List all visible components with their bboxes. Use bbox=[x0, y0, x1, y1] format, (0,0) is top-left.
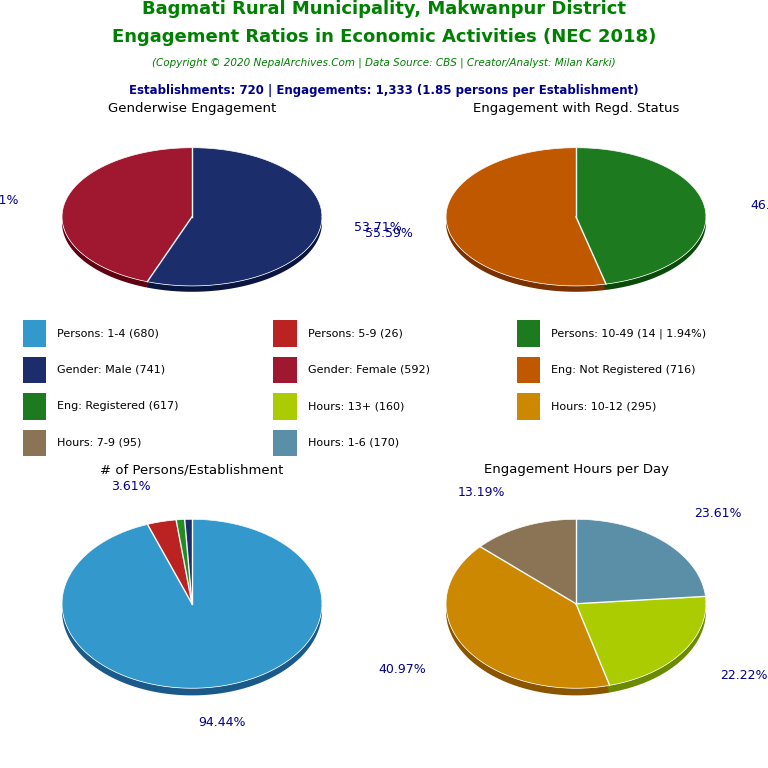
Polygon shape bbox=[62, 604, 322, 695]
Text: Eng: Registered (617): Eng: Registered (617) bbox=[58, 402, 179, 412]
Text: 44.41%: 44.41% bbox=[0, 194, 19, 207]
Polygon shape bbox=[62, 217, 147, 287]
Text: Persons: 5-9 (26): Persons: 5-9 (26) bbox=[308, 329, 403, 339]
Text: (Copyright © 2020 NepalArchives.Com | Data Source: CBS | Creator/Analyst: Milan : (Copyright © 2020 NepalArchives.Com | Da… bbox=[152, 58, 616, 68]
Text: 22.22%: 22.22% bbox=[720, 669, 767, 682]
Text: 55.59%: 55.59% bbox=[365, 227, 412, 240]
Polygon shape bbox=[610, 604, 706, 693]
Text: Gender: Female (592): Gender: Female (592) bbox=[308, 365, 430, 375]
Text: Hours: 1-6 (170): Hours: 1-6 (170) bbox=[308, 438, 399, 448]
Polygon shape bbox=[576, 217, 606, 290]
Text: 53.71%: 53.71% bbox=[354, 221, 402, 234]
Polygon shape bbox=[147, 520, 192, 604]
FancyBboxPatch shape bbox=[23, 393, 46, 419]
Polygon shape bbox=[576, 604, 610, 693]
Polygon shape bbox=[184, 519, 192, 604]
Polygon shape bbox=[446, 604, 610, 695]
Polygon shape bbox=[446, 217, 606, 292]
Polygon shape bbox=[446, 147, 606, 286]
Text: 94.44%: 94.44% bbox=[199, 716, 247, 729]
Polygon shape bbox=[62, 519, 322, 688]
Text: 3.61%: 3.61% bbox=[111, 480, 151, 493]
Text: # of Persons/Establishment: # of Persons/Establishment bbox=[101, 463, 283, 476]
Polygon shape bbox=[480, 519, 576, 604]
FancyBboxPatch shape bbox=[517, 320, 541, 346]
FancyBboxPatch shape bbox=[273, 393, 297, 419]
Text: Hours: 13+ (160): Hours: 13+ (160) bbox=[308, 402, 405, 412]
Polygon shape bbox=[176, 519, 192, 604]
Text: Persons: 10-49 (14 | 1.94%): Persons: 10-49 (14 | 1.94%) bbox=[551, 328, 707, 339]
Text: Hours: 10-12 (295): Hours: 10-12 (295) bbox=[551, 402, 657, 412]
Text: Bagmati Rural Municipality, Makwanpur District: Bagmati Rural Municipality, Makwanpur Di… bbox=[142, 0, 626, 18]
Polygon shape bbox=[576, 147, 706, 284]
Text: 40.97%: 40.97% bbox=[378, 663, 426, 676]
Text: 46.29%: 46.29% bbox=[750, 200, 768, 213]
Polygon shape bbox=[147, 217, 322, 292]
Text: Establishments: 720 | Engagements: 1,333 (1.85 persons per Establishment): Establishments: 720 | Engagements: 1,333… bbox=[129, 84, 639, 97]
FancyBboxPatch shape bbox=[23, 357, 46, 383]
FancyBboxPatch shape bbox=[23, 320, 46, 346]
Text: Engagement Hours per Day: Engagement Hours per Day bbox=[484, 463, 668, 476]
FancyBboxPatch shape bbox=[273, 357, 297, 383]
Polygon shape bbox=[147, 147, 322, 286]
FancyBboxPatch shape bbox=[273, 430, 297, 456]
Text: 13.19%: 13.19% bbox=[458, 486, 505, 499]
Text: Hours: 7-9 (95): Hours: 7-9 (95) bbox=[58, 438, 142, 448]
Polygon shape bbox=[62, 147, 192, 282]
Text: Persons: 1-4 (680): Persons: 1-4 (680) bbox=[58, 329, 159, 339]
Polygon shape bbox=[147, 217, 192, 287]
FancyBboxPatch shape bbox=[273, 320, 297, 346]
Text: Eng: Not Registered (716): Eng: Not Registered (716) bbox=[551, 365, 696, 375]
FancyBboxPatch shape bbox=[23, 430, 46, 456]
Text: Engagement Ratios in Economic Activities (NEC 2018): Engagement Ratios in Economic Activities… bbox=[112, 28, 656, 46]
Polygon shape bbox=[606, 217, 706, 290]
Polygon shape bbox=[576, 604, 610, 693]
Text: Genderwise Engagement: Genderwise Engagement bbox=[108, 102, 276, 115]
Text: Engagement with Regd. Status: Engagement with Regd. Status bbox=[473, 102, 679, 115]
Text: 23.61%: 23.61% bbox=[694, 507, 742, 520]
Polygon shape bbox=[147, 217, 192, 287]
FancyBboxPatch shape bbox=[517, 393, 541, 419]
Polygon shape bbox=[446, 547, 610, 688]
Polygon shape bbox=[576, 519, 706, 604]
Text: Gender: Male (741): Gender: Male (741) bbox=[58, 365, 166, 375]
Polygon shape bbox=[576, 597, 706, 685]
FancyBboxPatch shape bbox=[517, 357, 541, 383]
Polygon shape bbox=[576, 217, 606, 290]
